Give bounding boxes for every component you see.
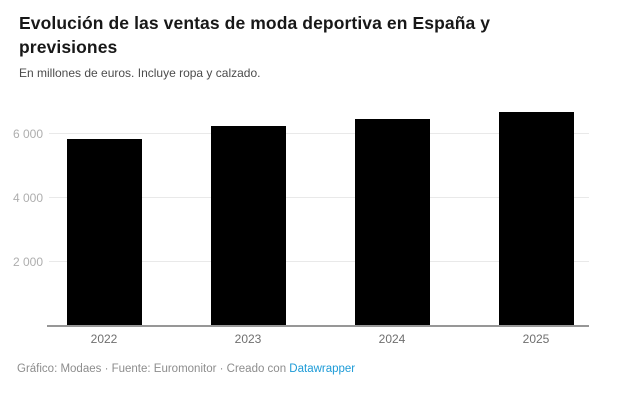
x-axis-label-2022: 2022 [90, 331, 118, 346]
chart-footer: Gráfico: Modaes · Fuente: Euromonitor · … [17, 362, 355, 376]
x-axis-baseline [47, 324, 589, 327]
gridline-6000 [49, 133, 589, 134]
gridline-4000 [49, 197, 589, 198]
credit-text: Gráfico: Modaes · Fuente: Euromonitor · … [17, 363, 290, 375]
chart-title: Evolución de las ventas de moda deportiv… [19, 13, 491, 57]
x-axis-label-2024: 2024 [378, 331, 406, 346]
chart-subtitle: En millones de euros. Incluye ropa y cal… [19, 66, 261, 80]
x-axis-label-2025: 2025 [522, 331, 550, 346]
bar-2022[interactable] [66, 139, 142, 326]
y-axis-tick-label: 4 000 [12, 190, 43, 205]
y-axis-tick-label: 6 000 [12, 126, 43, 141]
y-axis-tick-label: 2 000 [12, 254, 43, 269]
bar-2023[interactable] [210, 126, 286, 326]
bar-2024[interactable] [354, 118, 430, 326]
datawrapper-link[interactable]: Datawrapper [289, 363, 356, 375]
gridline-2000 [49, 261, 589, 262]
x-axis-label-2023: 2023 [234, 331, 262, 346]
bar-2025[interactable] [498, 112, 574, 326]
